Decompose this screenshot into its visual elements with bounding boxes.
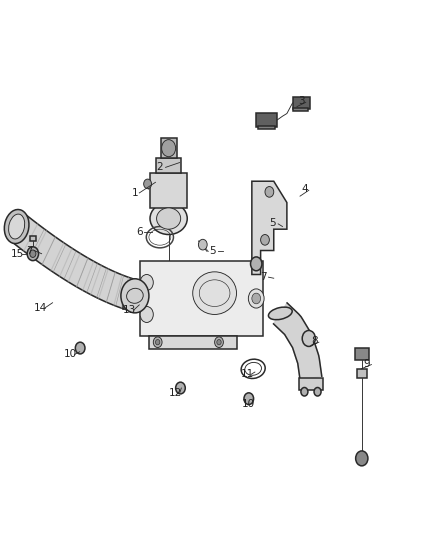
Text: 10: 10 — [242, 399, 255, 409]
Ellipse shape — [150, 203, 187, 235]
Text: 14: 14 — [34, 303, 47, 313]
Circle shape — [301, 387, 308, 396]
Circle shape — [140, 274, 153, 290]
Bar — [156, 158, 181, 173]
Text: 7: 7 — [260, 272, 267, 282]
Ellipse shape — [9, 214, 25, 239]
Text: 2: 2 — [156, 163, 163, 172]
Circle shape — [155, 340, 160, 345]
Ellipse shape — [123, 285, 147, 307]
Circle shape — [30, 250, 36, 257]
Circle shape — [121, 279, 149, 313]
Polygon shape — [274, 303, 322, 381]
Text: 3: 3 — [298, 96, 305, 106]
Circle shape — [162, 140, 176, 157]
Ellipse shape — [193, 272, 237, 314]
Text: 7: 7 — [26, 246, 33, 255]
Text: 6: 6 — [136, 227, 143, 237]
Text: 4: 4 — [301, 184, 308, 194]
Circle shape — [27, 247, 39, 261]
Polygon shape — [252, 181, 287, 274]
Circle shape — [261, 235, 269, 245]
Polygon shape — [123, 288, 140, 309]
Text: 1: 1 — [131, 188, 138, 198]
Polygon shape — [10, 213, 138, 311]
Ellipse shape — [4, 209, 29, 244]
Bar — [30, 236, 36, 241]
Circle shape — [153, 337, 162, 348]
Circle shape — [140, 306, 153, 322]
Bar — [357, 369, 367, 378]
Bar — [150, 173, 187, 208]
Circle shape — [144, 179, 152, 189]
Circle shape — [215, 337, 223, 348]
Circle shape — [176, 382, 185, 394]
Circle shape — [265, 187, 274, 197]
Circle shape — [244, 393, 254, 405]
Bar — [256, 113, 277, 127]
Ellipse shape — [268, 307, 292, 320]
Text: 8: 8 — [311, 336, 318, 346]
Text: 13: 13 — [123, 305, 136, 315]
Bar — [258, 126, 275, 129]
Circle shape — [75, 342, 85, 354]
Circle shape — [198, 239, 207, 250]
Circle shape — [302, 330, 315, 346]
Text: 15: 15 — [11, 249, 24, 259]
Circle shape — [248, 289, 264, 308]
FancyBboxPatch shape — [140, 261, 263, 336]
Bar — [299, 378, 323, 390]
Circle shape — [217, 340, 221, 345]
Text: 10: 10 — [64, 350, 77, 359]
Circle shape — [251, 257, 262, 271]
Polygon shape — [149, 336, 237, 349]
Circle shape — [252, 293, 261, 304]
Text: 5: 5 — [209, 246, 216, 255]
Ellipse shape — [157, 208, 180, 229]
Circle shape — [314, 387, 321, 396]
Bar — [355, 348, 369, 360]
Bar — [293, 97, 310, 109]
Circle shape — [356, 451, 368, 466]
Text: 5: 5 — [269, 218, 276, 228]
Bar — [293, 108, 308, 111]
Text: 12: 12 — [169, 389, 182, 398]
Bar — [161, 138, 177, 158]
Text: 9: 9 — [364, 359, 371, 368]
Text: 11: 11 — [240, 369, 254, 379]
